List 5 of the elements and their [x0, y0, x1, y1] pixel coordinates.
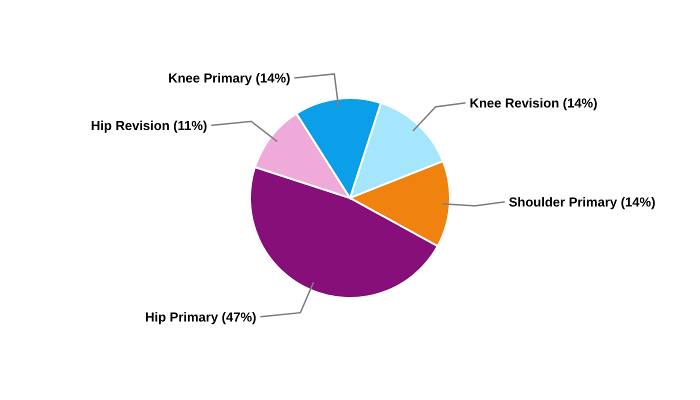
- slice-label: Hip Primary (47%): [145, 309, 256, 324]
- slice-label: Knee Revision (14%): [470, 95, 598, 110]
- slice-label: Shoulder Primary (14%): [508, 194, 656, 210]
- slice-label: Hip Revision (11%): [90, 118, 208, 133]
- slice-label: Knee Primary (14%): [168, 70, 290, 86]
